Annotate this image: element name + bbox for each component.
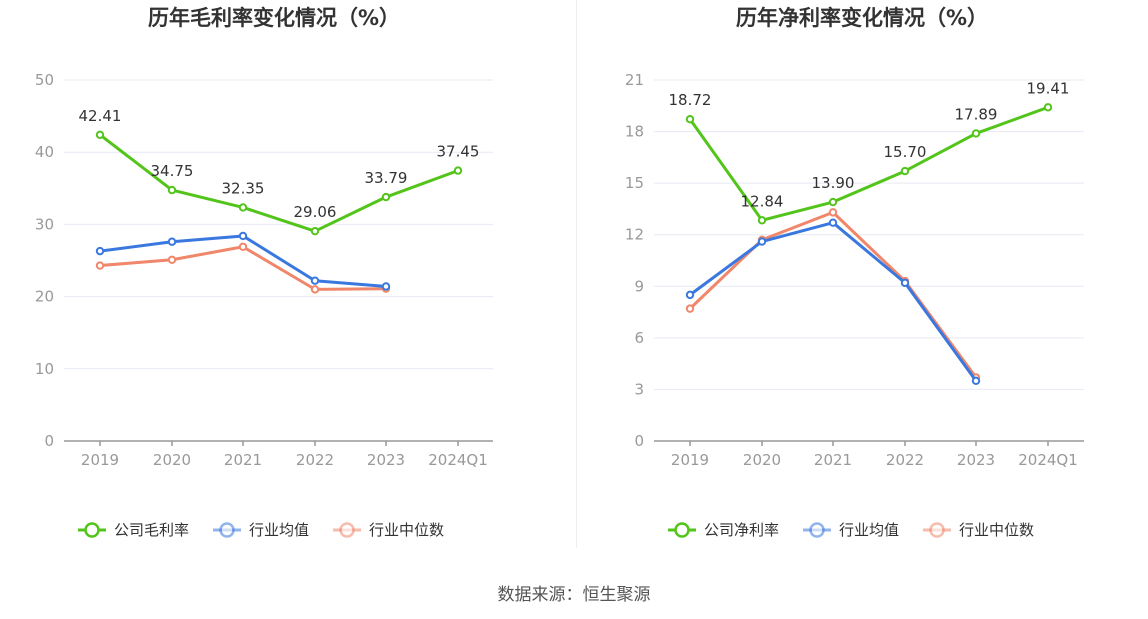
y-tick-label: 10 [35,360,54,378]
data-label: 37.45 [437,143,480,161]
series-line-industry_avg [689,221,978,382]
y-tick-label: 18 [625,123,644,141]
data-point-company [757,216,767,225]
y-tick-label: 50 [35,71,54,89]
data-label: 13.90 [812,174,855,192]
legend-item-company: 公司毛利率 [78,521,189,539]
legend-item-company: 公司净利率 [668,521,779,539]
data-point-industry_median [95,261,105,270]
data-point-company [971,129,981,138]
data-point-company [453,166,463,175]
y-tick-label: 12 [625,226,644,244]
legend-marker [929,522,945,538]
data-label: 34.75 [151,162,194,180]
y-tick-label: 15 [625,174,644,192]
data-point-industry_avg [238,231,248,241]
data-label: 18.72 [669,91,712,109]
data-point-company [310,226,320,236]
legend-label: 公司净利率 [704,521,779,539]
data-point-industry_avg [381,282,391,291]
legend-marker [219,522,235,538]
data-point-industry_median [238,242,248,251]
data-point-company [238,203,248,212]
x-tick-label: 2021 [814,451,852,469]
y-tick-label: 6 [634,329,644,347]
data-point-industry_avg [95,246,105,256]
y-tick-label: 3 [634,380,644,398]
x-tick-label: 2023 [367,451,405,469]
y-tick-label: 21 [625,71,644,89]
legend-marker [84,522,100,538]
x-tick-label: 2020 [153,451,191,469]
data-point-company [1043,103,1053,112]
data-point-company [900,166,910,176]
data-point-industry_avg [828,218,838,227]
data-point-company [95,130,105,139]
x-tick-label: 2024Q1 [428,451,488,469]
data-label: 12.84 [741,192,784,210]
legend-label: 行业中位数 [369,521,444,539]
legend-item-industry_median: 行业中位数 [333,521,444,539]
x-tick-label: 2022 [296,451,334,469]
legend-item-industry_median: 行业中位数 [923,521,1034,539]
y-tick-label: 40 [35,143,54,161]
data-point-industry_avg [971,376,981,386]
legend-marker [809,522,825,538]
data-label: 19.41 [1027,79,1070,97]
x-tick-label: 2019 [81,451,119,469]
data-label: 33.79 [365,169,408,187]
legend-item-industry_avg: 行业均值 [803,521,899,539]
x-tick-label: 2022 [886,451,924,469]
legend-label: 公司毛利率 [114,521,189,539]
legend-label: 行业均值 [249,521,309,539]
series-line-company [688,105,1049,222]
data-source: 数据来源：恒生聚源 [497,585,651,605]
chart-divider [576,0,577,548]
x-tick-label: 2020 [743,451,781,469]
data-label: 42.41 [79,107,122,125]
x-tick-label: 2021 [224,451,262,469]
legend-label: 行业均值 [839,521,899,539]
data-point-industry_avg [900,278,910,288]
chart-title: 历年净利率变化情况（%） [736,6,988,30]
data-point-company [828,197,838,207]
legend-marker [674,522,690,538]
data-point-industry_median [310,285,320,294]
data-label: 29.06 [294,203,337,221]
chart-2: 历年净利率变化情况（%） 0 3 6 9 12 15 18 21 2019 2020 2021 2022… [625,6,1084,539]
y-tick-label: 20 [35,288,54,306]
x-tick-label: 2023 [957,451,995,469]
data-label: 17.89 [955,105,998,123]
data-point-company [381,192,391,202]
data-point-industry_avg [757,237,767,246]
series-line-industry_median [688,210,978,379]
legend-label: 行业中位数 [959,521,1034,539]
data-point-company [167,185,177,195]
data-point-company [685,114,695,124]
y-tick-label: 30 [35,215,54,233]
chart-title: 历年毛利率变化情况（%） [148,6,400,30]
data-point-industry_median [828,208,838,217]
x-tick-label: 2024Q1 [1018,451,1078,469]
data-label: 32.35 [222,179,265,197]
y-tick-label: 9 [634,277,644,295]
y-tick-label: 0 [634,432,644,450]
legend-item-industry_avg: 行业均值 [213,521,309,539]
data-label: 15.70 [884,143,927,161]
y-tick-label: 0 [44,432,54,450]
data-point-industry_avg [310,276,320,285]
data-point-industry_avg [167,237,177,246]
data-point-industry_median [685,304,695,313]
legend-marker [339,522,355,538]
series-line-company [99,133,459,233]
data-point-industry_avg [685,290,695,300]
chart-1: 历年毛利率变化情况（%） 0 10 20 30 40 50 2019 2020 2021 2022 2… [35,6,493,539]
x-tick-label: 2019 [671,451,709,469]
data-point-industry_median [167,255,177,264]
